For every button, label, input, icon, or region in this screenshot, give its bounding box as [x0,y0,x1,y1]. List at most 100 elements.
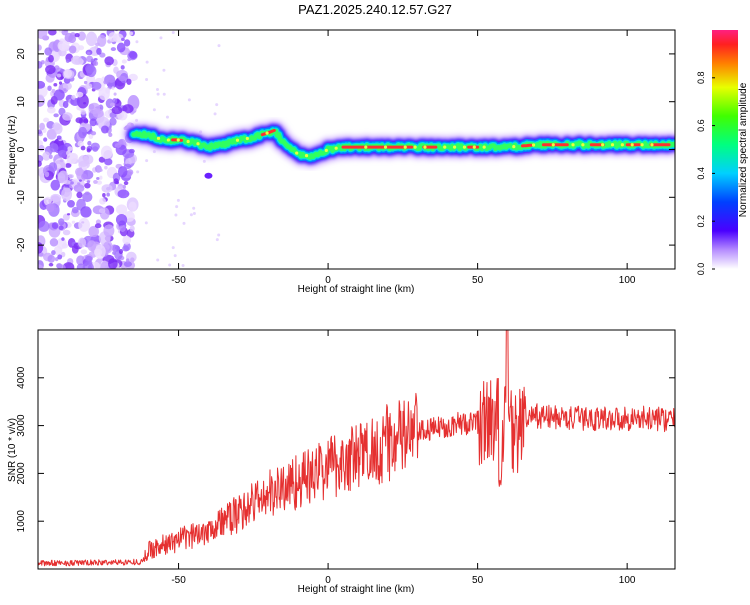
noise-blob [98,208,106,214]
noise-blob [192,211,196,215]
noise-blob [114,245,120,250]
noise-blob [67,199,75,208]
noise-blob [126,78,132,85]
noise-blob [38,44,42,51]
noise-blob [61,187,73,202]
noise-blob [54,123,63,135]
noise-blob [74,33,80,38]
noise-blob [62,100,69,109]
noise-blob [129,51,138,60]
snr-x-axis-label: Height of straight line (km) [298,584,415,595]
noise-blob [64,163,72,168]
noise-blob [59,159,64,163]
spectrogram-y-axis-label: Frequency (Hz) [7,116,18,185]
ridge-dot [512,145,516,149]
outlier-blob [204,172,213,179]
noise-blob [174,213,178,217]
noise-blob [58,218,65,226]
noise-blob [58,264,66,269]
ridge-dot [413,145,417,149]
snr-y-tick-label: 3000 [16,414,27,437]
spectrogram-y-ticks: -20 -10 0 10 20 [16,48,675,252]
noise-blob [100,145,113,160]
noise-blob [50,193,62,203]
noise-blob [83,80,88,85]
noise-blob [66,152,78,164]
spectrogram-y-tick-label: 0 [16,146,27,152]
spectrogram-panel: -50 0 50 100 -20 -10 0 10 20 Height of straight… [7,29,676,295]
ridge-dot [462,145,467,149]
noise-blob [135,118,139,122]
noise-blob [62,112,73,121]
noise-blob [75,91,84,98]
noise-blob [119,224,126,232]
snr-series-line [38,330,675,567]
noise-blob [182,221,186,225]
noise-blob [117,189,130,199]
noise-blob [115,213,128,226]
ridge-dot [472,145,476,149]
noise-blob [88,225,100,238]
noise-blob [111,106,123,115]
noise-blob [144,221,148,225]
noise-blob [94,244,106,259]
noise-blob [152,108,156,112]
noise-blob [87,240,97,252]
noise-blob [49,238,59,247]
noise-blob [38,264,44,269]
colorbar-tick-label: 0.4 [696,167,706,180]
noise-blob [54,257,59,262]
noise-blob [99,197,106,205]
noise-blob [64,179,71,185]
noise-blob [113,92,117,96]
noise-blob [173,254,177,258]
noise-blob [99,175,103,180]
noise-blob [101,184,113,193]
noise-blob [86,148,91,153]
noise-blob [78,126,88,139]
noise-blob [88,133,94,139]
spectrogram-noise-region [38,30,221,269]
noise-blob [109,102,116,107]
ridge-dot [186,139,190,144]
noise-blob [83,154,94,165]
snr-x-tick-label: 100 [619,575,636,586]
ridge-dot [531,143,536,147]
noise-blob [61,237,65,241]
noise-blob [145,77,149,81]
noise-blob [56,73,62,78]
noise-blob [217,233,221,237]
noise-blob [165,115,169,119]
ridge-dot [640,143,644,147]
ridge-dot [423,145,427,149]
ridge-dot [482,145,486,149]
noise-blob [66,213,71,216]
colorbar: 0.0 0.2 0.4 0.6 0.8 Normalized spectral ampl… [696,30,749,275]
ridge-dot [176,138,180,142]
noise-blob [100,261,111,269]
noise-blob [88,102,101,115]
snr-y-ticks: 1000 2000 3000 4000 [16,366,675,532]
ridge-dot [610,143,615,147]
colorbar-tick-label: 0.6 [696,119,706,132]
noise-blob [168,263,172,267]
noise-blob [62,213,70,221]
noise-blob [93,179,98,184]
noise-blob [104,165,108,170]
noise-blob [80,206,92,218]
noise-blob [38,129,43,135]
noise-blob [215,103,219,107]
noise-blob [44,47,53,56]
noise-blob [85,255,93,263]
noise-blob [68,34,77,44]
noise-blob [122,184,126,189]
noise-blob [96,34,107,47]
noise-blob [45,64,56,75]
noise-blob [42,151,51,161]
noise-blob [104,56,114,66]
noise-blob [135,40,139,44]
noise-blob [171,246,175,250]
noise-blob [53,83,58,87]
noise-blob [129,225,135,232]
